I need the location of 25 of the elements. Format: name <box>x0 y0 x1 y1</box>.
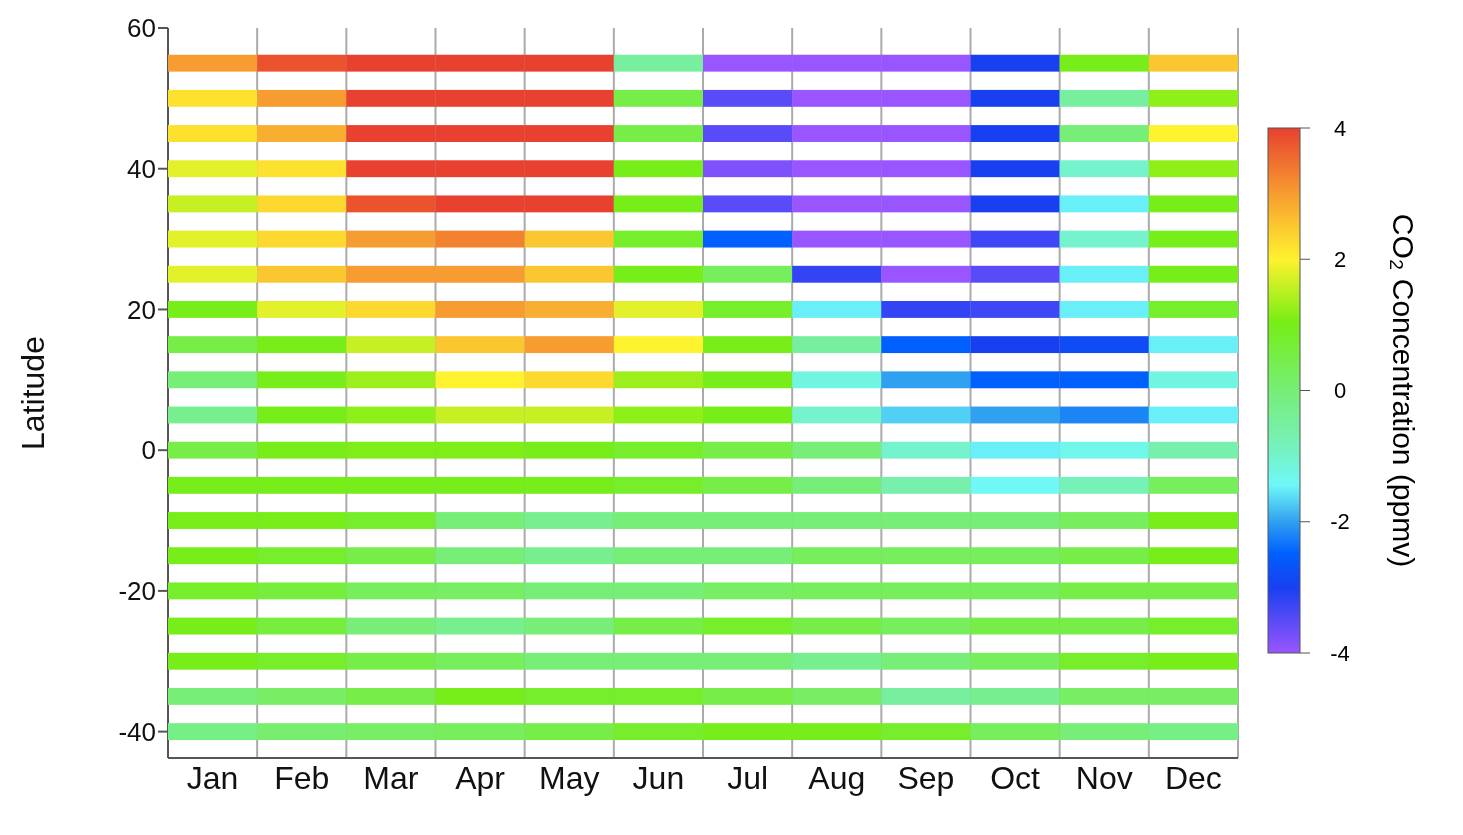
x-tick-label: Jan <box>186 759 239 796</box>
y-tick-label: 20 <box>127 294 156 325</box>
x-tick-label: Oct <box>990 759 1041 796</box>
x-tick-label: Nov <box>1075 759 1133 796</box>
y-tick-label: -20 <box>118 576 156 607</box>
color-bar-label: 2 <box>1333 246 1347 272</box>
x-tick-label: Aug <box>808 759 866 796</box>
y-axis-title: Latitude <box>15 336 52 450</box>
color-bar-label: 0 <box>1333 378 1347 404</box>
x-tick-label: Dec <box>1164 759 1222 796</box>
x-tick-label: Jun <box>632 759 685 796</box>
y-tick-label: 60 <box>127 13 156 44</box>
x-tick-label: Jul <box>727 759 769 796</box>
x-tick-label: Sep <box>897 759 955 796</box>
color-bar-label: 4 <box>1333 115 1347 141</box>
y-tick-label: 0 <box>141 435 156 466</box>
x-tick-label: May <box>539 759 600 796</box>
y-tick-label: -40 <box>118 716 156 747</box>
x-tick-label: Mar <box>363 759 419 796</box>
color-bar-label: -4 <box>1330 640 1350 666</box>
color-bar-title: CO₂ Concentration (ppmv) <box>1386 213 1420 568</box>
x-tick-label: Feb <box>274 759 330 796</box>
y-tick-label: 40 <box>127 153 156 184</box>
color-bar-label: -2 <box>1330 509 1350 535</box>
x-tick-label: Apr <box>455 759 506 796</box>
